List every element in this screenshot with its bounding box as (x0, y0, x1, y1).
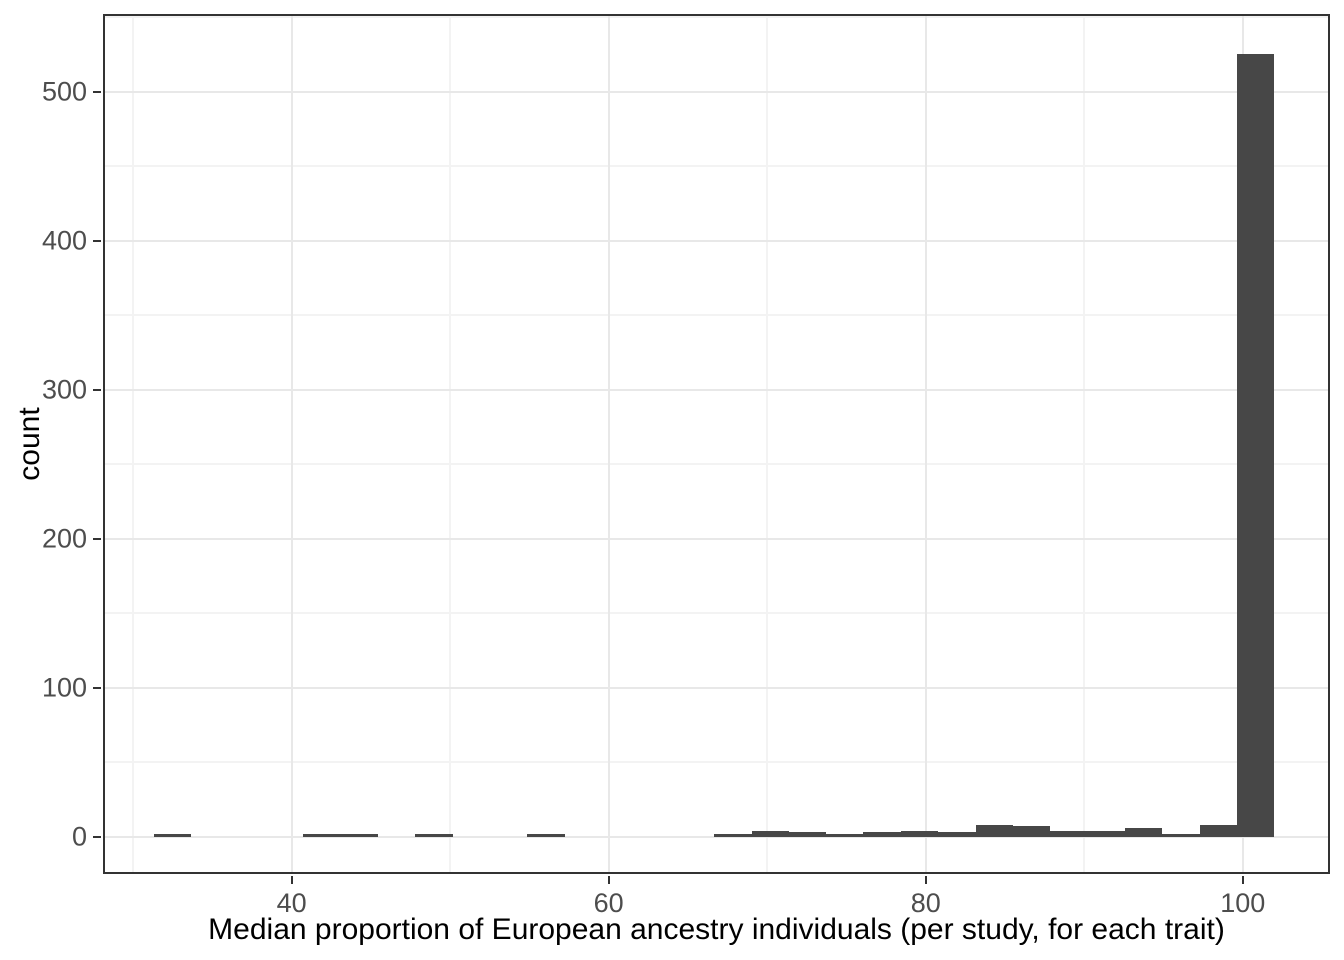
histogram-bar (153, 833, 192, 837)
x-minor-gridline (1083, 14, 1086, 874)
y-tick-label: 300 (41, 374, 87, 405)
y-major-gridline (103, 90, 1330, 93)
y-major-gridline (103, 537, 1330, 540)
y-major-gridline (103, 388, 1330, 391)
histogram-bar (826, 833, 864, 837)
x-tick-label: 40 (276, 888, 307, 918)
histogram-bar (938, 832, 976, 837)
histogram-bar (863, 832, 901, 837)
histogram-bar (714, 833, 752, 837)
y-minor-gridline (103, 314, 1330, 317)
y-tick-label: 0 (71, 821, 87, 852)
histogram-bar (1124, 827, 1163, 837)
y-axis-tick (93, 537, 101, 540)
y-axis-tick (93, 686, 101, 689)
plot-panel (103, 14, 1330, 874)
x-axis-tick (924, 876, 927, 884)
x-minor-gridline (766, 14, 769, 874)
histogram-bar (1050, 830, 1088, 837)
y-axis-tick (93, 835, 101, 838)
y-axis-tick (93, 90, 101, 93)
x-major-gridline (607, 14, 610, 874)
histogram-bar (527, 833, 565, 837)
x-tick-label: 60 (593, 888, 624, 918)
histogram-bar (1199, 824, 1238, 837)
histogram-bar (788, 832, 827, 837)
y-tick-label: 200 (41, 523, 87, 554)
y-major-gridline (103, 835, 1330, 838)
x-axis-tick (290, 876, 293, 884)
x-major-gridline (924, 14, 927, 874)
y-axis-tick (93, 388, 101, 391)
y-tick-label: 100 (41, 672, 87, 703)
x-axis-tick (1241, 876, 1244, 884)
x-minor-gridline (449, 14, 452, 874)
histogram-bar (415, 833, 453, 837)
histogram-bar (340, 833, 378, 837)
histogram-bar (1237, 54, 1275, 837)
x-tick-label: 80 (910, 888, 941, 918)
y-minor-gridline (103, 761, 1330, 764)
histogram-bar (303, 833, 341, 837)
x-tick-label: 100 (1220, 888, 1266, 918)
y-tick-label: 500 (41, 76, 87, 106)
histogram-bar (1012, 826, 1051, 837)
y-minor-gridline (103, 463, 1330, 466)
x-minor-gridline (132, 14, 135, 874)
x-axis-tick (607, 876, 610, 884)
y-axis-tick (93, 239, 101, 242)
y-axis-title: count (13, 407, 46, 481)
histogram-bar (1162, 833, 1200, 837)
y-tick-label: 400 (41, 225, 87, 256)
x-axis-title: Median proportion of European ancestry i… (208, 913, 1225, 946)
y-minor-gridline (103, 612, 1330, 615)
y-major-gridline (103, 686, 1330, 689)
histogram-bar (1087, 830, 1125, 837)
y-minor-gridline (103, 165, 1330, 168)
x-major-gridline (290, 14, 293, 874)
histogram-bar (900, 830, 939, 837)
y-major-gridline (103, 239, 1330, 242)
y-minor-gridline (103, 15, 1330, 18)
histogram-bar (975, 824, 1013, 837)
histogram-bar (751, 830, 789, 837)
